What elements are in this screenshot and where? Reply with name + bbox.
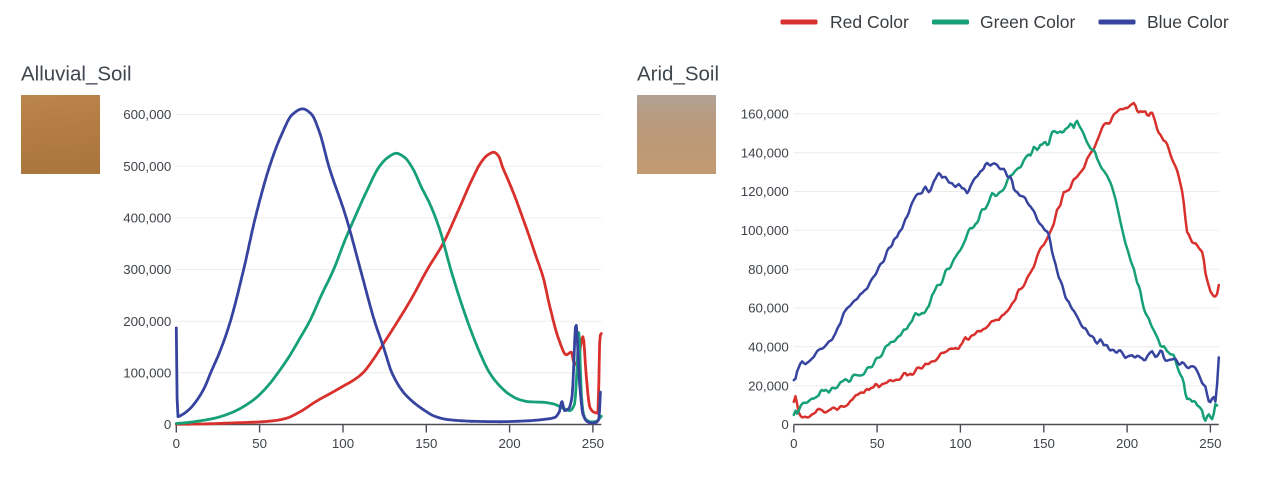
svg-text:0: 0 — [790, 436, 797, 451]
svg-text:250: 250 — [582, 436, 604, 451]
svg-text:140,000: 140,000 — [741, 145, 789, 160]
svg-text:500,000: 500,000 — [123, 159, 171, 174]
svg-text:Alluvial_Soil: Alluvial_Soil — [21, 63, 132, 86]
svg-text:Red Color: Red Color — [830, 12, 909, 32]
svg-text:200: 200 — [1116, 436, 1138, 451]
svg-text:80,000: 80,000 — [748, 262, 789, 277]
svg-text:100: 100 — [332, 436, 354, 451]
svg-text:Blue Color: Blue Color — [1147, 12, 1229, 32]
svg-text:120,000: 120,000 — [741, 184, 789, 199]
svg-text:0: 0 — [173, 436, 180, 451]
svg-text:0: 0 — [164, 417, 171, 432]
svg-text:150: 150 — [1033, 436, 1055, 451]
svg-text:Green Color: Green Color — [980, 12, 1075, 32]
svg-text:600,000: 600,000 — [123, 107, 171, 122]
svg-text:Arid_Soil: Arid_Soil — [637, 63, 719, 86]
svg-text:60,000: 60,000 — [748, 301, 789, 316]
svg-text:300,000: 300,000 — [123, 262, 171, 277]
svg-text:100,000: 100,000 — [741, 223, 789, 238]
svg-text:50: 50 — [252, 436, 267, 451]
svg-text:250: 250 — [1199, 436, 1221, 451]
svg-text:150: 150 — [415, 436, 437, 451]
svg-text:400,000: 400,000 — [123, 211, 171, 226]
svg-text:20,000: 20,000 — [748, 378, 789, 393]
svg-text:50: 50 — [870, 436, 885, 451]
svg-text:100,000: 100,000 — [123, 365, 171, 380]
svg-text:200,000: 200,000 — [123, 314, 171, 329]
svg-text:200: 200 — [499, 436, 521, 451]
svg-text:100: 100 — [949, 436, 971, 451]
svg-text:160,000: 160,000 — [741, 107, 789, 122]
svg-text:0: 0 — [781, 417, 788, 432]
svg-text:40,000: 40,000 — [748, 339, 789, 354]
